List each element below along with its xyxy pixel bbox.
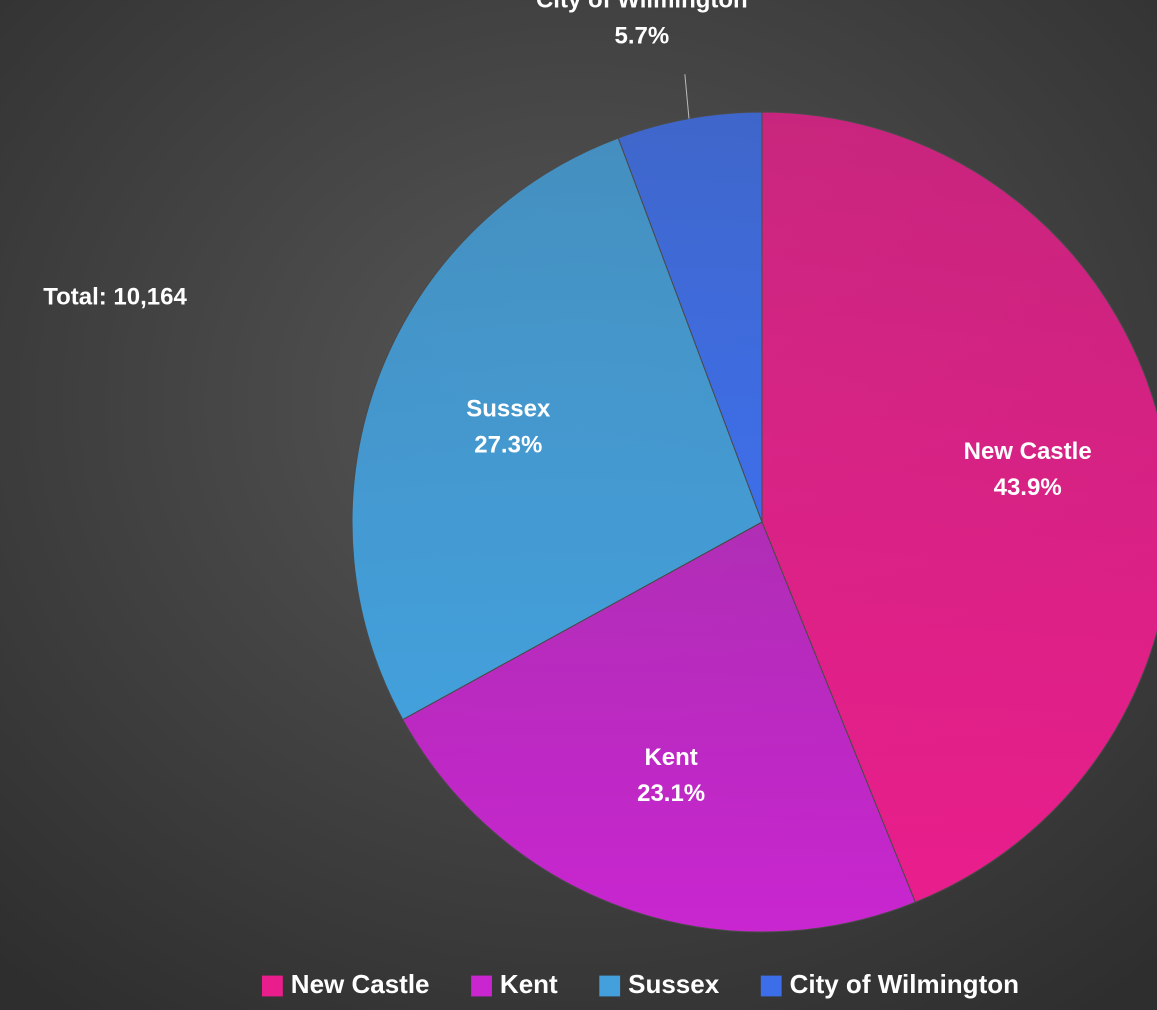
legend-swatch bbox=[599, 975, 621, 997]
leader-line bbox=[684, 74, 690, 119]
pie-slice bbox=[402, 521, 916, 933]
legend-label: City of Wilmington bbox=[790, 969, 1019, 999]
data-label-value: 23.1% bbox=[637, 780, 705, 807]
data-label-name: Sussex bbox=[466, 395, 551, 422]
legend-swatch bbox=[262, 975, 283, 997]
pie-slice bbox=[351, 137, 763, 721]
legend-label: New Castle bbox=[291, 969, 430, 999]
pie-slice bbox=[617, 111, 763, 523]
data-label-value: 43.9% bbox=[994, 474, 1062, 501]
total-annotation: Total: 10,164 bbox=[43, 283, 187, 310]
data-label-name: Kent bbox=[644, 744, 697, 771]
legend-swatch bbox=[471, 975, 492, 997]
legend-label: Kent bbox=[500, 969, 558, 999]
data-label-name: New Castle bbox=[964, 438, 1092, 465]
legend-label: Sussex bbox=[628, 969, 720, 999]
legend-swatch bbox=[760, 975, 782, 997]
pie-slice bbox=[761, 111, 1157, 903]
data-label-name: City of Wilmington bbox=[536, 0, 748, 14]
data-label-value: 5.7% bbox=[614, 23, 669, 50]
data-label-value: 27.3% bbox=[474, 431, 542, 458]
